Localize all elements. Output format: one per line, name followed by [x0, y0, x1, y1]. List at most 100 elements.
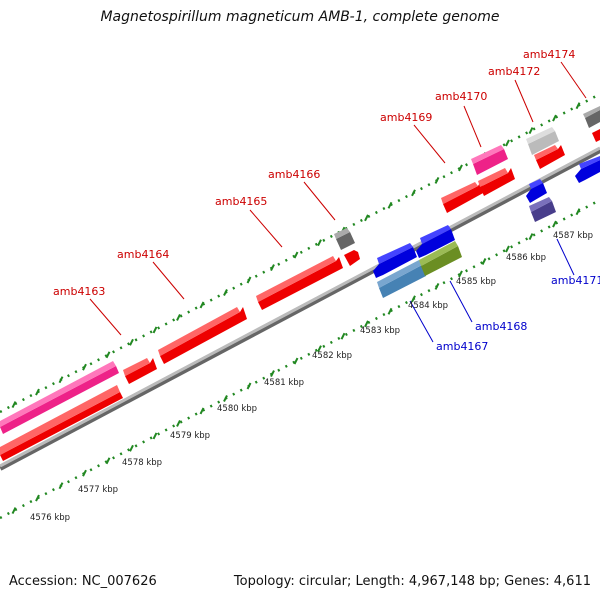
leader-amb4172	[514, 79, 534, 123]
gene-amb4164[interactable]	[123, 358, 157, 384]
label-amb4165: amb4165	[215, 195, 267, 208]
label-amb4174: amb4174	[523, 48, 575, 61]
ruler-tick	[505, 245, 510, 253]
leader-amb4174	[560, 61, 587, 99]
gene-amb4169[interactable]	[441, 181, 485, 213]
ruler-tick	[434, 176, 440, 184]
label-amb4166: amb4166	[268, 168, 320, 181]
ruler-tick	[575, 208, 581, 216]
gene-amb4166-small-grey[interactable]	[334, 228, 355, 250]
gene-right-edge-blue[interactable]	[575, 156, 600, 183]
ruler-tick	[575, 102, 581, 110]
ruler-tick	[58, 376, 64, 384]
ruler-label: 4582 kbp	[312, 351, 352, 361]
ruler-label: 4579 kbp	[170, 431, 210, 441]
ruler-tick	[528, 233, 534, 241]
leader-amb4170	[463, 105, 482, 148]
gene-amb4163-red[interactable]	[0, 385, 123, 461]
gene-amb4163-magenta[interactable]	[0, 361, 119, 434]
gene-amb4171-indigo[interactable]	[529, 197, 556, 222]
leader-amb4171	[556, 238, 575, 276]
ruler-tick	[552, 114, 557, 122]
label-amb4163: amb4163	[53, 285, 105, 298]
ruler-label: 4577 kbp	[78, 485, 118, 495]
ruler-tick	[458, 164, 463, 172]
label-amb4168: amb4168	[475, 320, 527, 333]
ruler-tick	[199, 407, 205, 415]
ruler-label: 4583 kbp	[360, 326, 400, 336]
ruler-tick	[82, 469, 87, 477]
leader-amb4164	[152, 261, 185, 300]
ruler-tick	[129, 444, 134, 452]
ruler-label: 4587 kbp	[553, 231, 593, 241]
gene-amb4171-blue[interactable]	[526, 179, 547, 203]
label-amb4172: amb4172	[488, 65, 540, 78]
gene-amb4170-red[interactable]	[478, 168, 515, 196]
gene-amb4174-grey[interactable]	[583, 106, 600, 128]
ruler-tick	[176, 313, 181, 321]
ruler-tick	[246, 382, 252, 390]
gene-amb4170-magenta[interactable]	[471, 145, 508, 175]
ruler-tick	[411, 189, 416, 197]
ruler-tick	[364, 320, 369, 328]
label-amb4164: amb4164	[117, 248, 169, 261]
genome-summary-text: Topology: circular; Length: 4,967,148 bp…	[233, 574, 591, 589]
ruler-tick	[58, 482, 64, 490]
ruler-label: 4584 kbp	[408, 301, 448, 311]
ruler-tick	[11, 507, 17, 515]
gene-amb4167-blue[interactable]	[373, 243, 417, 278]
gene-amb4168-olive[interactable]	[419, 241, 462, 276]
gene-amb4166-small-red[interactable]	[344, 250, 360, 266]
leader-amb4168	[449, 280, 473, 323]
label-amb4167: amb4167	[436, 340, 488, 353]
lower-tick-marks	[11, 208, 581, 515]
leader-amb4166	[303, 181, 336, 221]
gene-amb4174-red[interactable]	[592, 129, 600, 142]
gene-amb4167-steelblue[interactable]	[377, 260, 426, 298]
ruler-tick	[481, 258, 487, 265]
ruler-label: 4580 kbp	[217, 404, 257, 414]
label-amb4170: amb4170	[435, 90, 487, 103]
map-title: Magnetospirillum magneticum AMB-1, compl…	[100, 9, 500, 25]
ruler-tick	[411, 295, 416, 303]
ruler-tick	[223, 395, 228, 402]
ruler-tick	[152, 326, 158, 334]
ruler-tick	[246, 276, 252, 284]
gene-amb4168-blue[interactable]	[416, 225, 455, 258]
lower-dotted-track	[0, 198, 600, 520]
accession-text: Accession: NC_007626	[9, 574, 157, 589]
gene-amb4165[interactable]	[158, 307, 247, 364]
leader-amb4169	[413, 124, 446, 164]
gene-amb4166[interactable]	[256, 256, 343, 310]
ruler-tick	[199, 301, 205, 309]
ruler-tick	[528, 127, 534, 135]
ruler-tick	[270, 264, 275, 272]
ruler-tick	[11, 401, 17, 409]
ruler-tick	[364, 214, 369, 222]
ruler-tick	[340, 332, 346, 340]
gene-amb4172-red[interactable]	[534, 145, 565, 169]
ruler-label: 4576 kbp	[30, 513, 70, 523]
ruler-tick	[387, 201, 393, 209]
leader-amb4163	[89, 298, 122, 336]
backbone	[0, 146, 600, 468]
ruler-tick	[317, 239, 322, 247]
backbone-shadow	[0, 147, 600, 471]
ruler-tick	[35, 494, 40, 502]
label-amb4169: amb4169	[380, 111, 432, 124]
ruler-tick	[105, 457, 111, 465]
ruler-tick	[223, 289, 228, 296]
ruler-tick	[552, 220, 557, 228]
gene-amb4172-grey[interactable]	[526, 127, 559, 155]
label-amb4171: amb4171	[551, 274, 600, 287]
ruler-tick	[505, 139, 510, 147]
ruler-tick	[82, 363, 87, 371]
ruler-tick	[293, 357, 299, 365]
ruler-label: 4586 kbp	[506, 253, 546, 263]
ruler-tick	[152, 432, 158, 440]
leader-amb4167	[409, 300, 434, 343]
ruler-tick	[387, 307, 393, 315]
ruler-label: 4585 kbp	[456, 277, 496, 287]
ruler-tick	[129, 338, 134, 346]
